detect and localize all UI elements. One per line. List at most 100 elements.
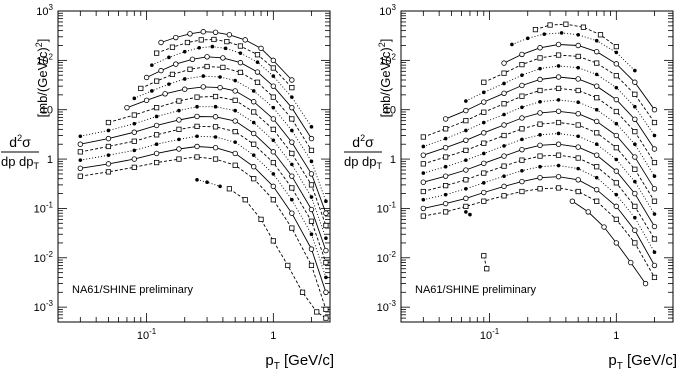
data-point — [182, 77, 187, 81]
data-point — [555, 152, 562, 158]
data-point — [233, 140, 237, 144]
data-point — [254, 69, 261, 75]
y-axis-label-unit: [mb/(GeV/c)2] — [377, 39, 393, 118]
data-point — [251, 176, 257, 182]
data-point — [484, 266, 490, 272]
data-point — [270, 83, 277, 89]
data-point — [308, 171, 315, 177]
data-series — [442, 74, 658, 152]
preliminary-annotation: NA61/SHINE preliminary — [415, 284, 537, 296]
data-series — [464, 64, 657, 138]
data-point — [289, 210, 295, 216]
data-point — [195, 134, 199, 139]
data-point — [158, 39, 164, 46]
data-point — [131, 129, 138, 135]
data-series — [420, 141, 658, 230]
data-point — [323, 289, 329, 295]
left-panel: 10-3 10-2 10-1 1 10 102 103 10-1 1 pT [GeV/c] d2σ d… — [1, 3, 334, 372]
data-point — [154, 142, 159, 147]
data-point — [502, 174, 506, 178]
data-series — [420, 185, 658, 281]
data-point — [569, 198, 576, 204]
series-line — [140, 66, 312, 151]
data-point — [576, 65, 580, 70]
data-point — [323, 306, 329, 313]
data-point — [597, 32, 604, 38]
data-point — [308, 147, 315, 153]
data-point — [308, 206, 315, 213]
data-point — [194, 113, 200, 120]
data-point — [200, 29, 206, 35]
data-point — [132, 96, 137, 101]
data-point — [537, 174, 543, 181]
data-point — [556, 64, 561, 68]
data-point — [575, 188, 581, 195]
data-point — [238, 51, 243, 55]
data-point — [194, 94, 200, 100]
data-point — [182, 49, 187, 54]
data-point — [254, 52, 261, 58]
data-point — [481, 90, 486, 95]
data-point — [270, 94, 276, 100]
data-point — [632, 91, 638, 97]
data-series — [78, 104, 328, 240]
data-point — [575, 87, 581, 94]
data-series — [420, 119, 658, 204]
data-point — [251, 141, 257, 147]
y-tick-label: 10-1 — [34, 200, 54, 215]
data-point — [309, 125, 314, 129]
data-series — [77, 154, 329, 313]
data-point — [520, 168, 524, 173]
data-point — [628, 259, 634, 266]
data-point — [289, 150, 295, 157]
data-point — [442, 144, 449, 151]
data-point — [77, 149, 83, 155]
data-point — [593, 152, 600, 158]
data-point — [324, 236, 328, 240]
data-point — [169, 71, 176, 77]
data-series — [420, 152, 658, 242]
data-point — [213, 135, 218, 139]
data-point — [309, 159, 314, 164]
data-point — [501, 70, 507, 76]
data-point — [173, 34, 179, 41]
data-point — [576, 32, 580, 37]
data-point — [632, 240, 638, 246]
data-point — [270, 116, 277, 122]
y-tick-label: 10-2 — [377, 250, 397, 265]
data-point — [594, 107, 599, 112]
data-point — [182, 86, 188, 92]
data-point — [158, 67, 164, 74]
data-point — [502, 144, 506, 148]
data-series — [154, 36, 295, 91]
data-point — [501, 183, 507, 190]
data-point — [464, 186, 468, 191]
data-point — [613, 73, 619, 79]
data-series — [105, 93, 329, 229]
data-point — [162, 91, 168, 97]
data-point — [232, 88, 238, 94]
data-point — [314, 309, 320, 315]
data-point — [271, 138, 276, 143]
data-point — [131, 112, 137, 118]
data-point — [242, 197, 248, 203]
right-panel: 10-3 10-2 10-1 1 10 102 103 10-1 1 pT [GeV/c] d2σ d… — [344, 3, 677, 372]
data-point — [242, 37, 248, 43]
data-point — [270, 197, 276, 203]
data-point — [251, 120, 256, 125]
series-line — [156, 39, 293, 88]
data-point — [501, 153, 507, 159]
data-series — [420, 85, 658, 166]
data-series — [78, 134, 328, 280]
data-point — [105, 119, 112, 126]
data-point — [153, 150, 160, 157]
data-point — [537, 55, 543, 61]
data-point — [324, 199, 328, 204]
data-point — [289, 104, 295, 111]
data-point — [501, 193, 507, 199]
series-line — [151, 46, 312, 128]
data-point — [481, 189, 487, 196]
data-point — [481, 130, 487, 136]
data-point — [632, 227, 638, 234]
data-point — [443, 136, 448, 141]
